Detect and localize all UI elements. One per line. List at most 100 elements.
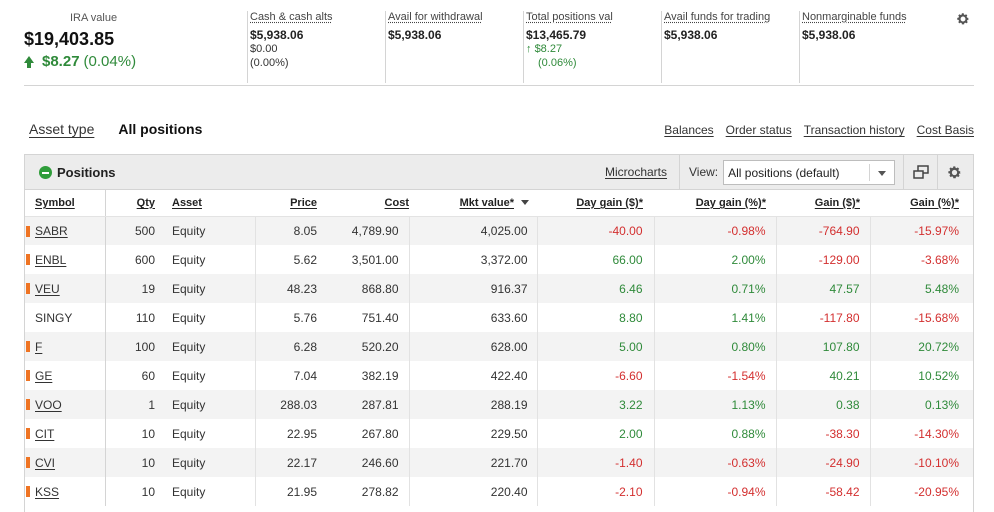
cell-day-gain: 3.22 (537, 390, 655, 419)
position-marker (26, 399, 30, 410)
col-qty[interactable]: Qty (105, 190, 155, 217)
symbol-link[interactable]: F (35, 339, 43, 354)
cell-cost: 751.40 (317, 303, 410, 332)
cell-day-gain-pct: -0.98% (654, 216, 777, 245)
transaction-history-link[interactable]: Transaction history (803, 123, 905, 137)
cell-symbol[interactable]: F (25, 332, 106, 361)
table-settings-button[interactable] (937, 155, 971, 189)
cell-symbol[interactable]: CVI (25, 448, 106, 477)
cell-day-gain: -40.00 (537, 216, 655, 245)
cell-symbol[interactable]: SABR (25, 216, 106, 245)
positions-panel: Positions Microcharts View: All position… (24, 154, 974, 512)
positions-title[interactable]: Positions (39, 165, 116, 180)
positions-header: Positions Microcharts View: All position… (25, 155, 973, 190)
table-row[interactable]: VOO 1 Equity 288.03 287.81 288.19 3.22 1.13% 0.3… (25, 390, 973, 419)
cell-mkt-value: 3,372.00 (409, 245, 538, 274)
col-price[interactable]: Price (255, 190, 317, 217)
cell-day-gain-pct: -0.94% (654, 477, 777, 506)
cost-basis-link[interactable]: Cost Basis (916, 123, 974, 137)
cell-cost: 520.20 (317, 332, 410, 361)
cell-gain: -117.80 (776, 303, 871, 332)
order-status-link[interactable]: Order status (725, 123, 792, 137)
cell-gain-pct: 0.13% (870, 390, 973, 419)
cell-qty: 100 (105, 332, 155, 361)
cell-cost: 3,501.00 (317, 245, 410, 274)
col-asset[interactable]: Asset (155, 190, 255, 217)
table-row[interactable]: CVI 10 Equity 22.17 246.60 221.70 -1.40 -0.63% -… (25, 448, 973, 477)
col-day-gain-pct[interactable]: Day gain (%)* (654, 190, 776, 217)
symbol-link[interactable]: SABR (35, 223, 68, 238)
cell-price: 48.23 (255, 274, 317, 303)
cell-day-gain-pct: 1.13% (654, 390, 777, 419)
view-select[interactable]: All positions (default) (723, 159, 896, 185)
cell-asset: Equity (155, 477, 256, 506)
cell-asset: Equity (155, 332, 256, 361)
ira-value-label: IRA value (70, 12, 118, 24)
tab-asset-type[interactable]: Asset type (29, 121, 95, 137)
symbol-link[interactable]: CVI (35, 455, 56, 470)
metric-cash-label[interactable]: Cash & cash alts (250, 11, 333, 23)
symbol-link[interactable]: ENBL (35, 252, 67, 267)
ira-value: $19,403.85 (24, 29, 115, 49)
popout-button[interactable] (903, 155, 937, 189)
cell-mkt-value: 633.60 (409, 303, 538, 332)
metric-avail-withdrawal-label[interactable]: Avail for withdrawal (388, 11, 483, 23)
ira-change: $8.27 (0.04%) (24, 53, 136, 70)
table-row[interactable]: GE 60 Equity 7.04 382.19 422.40 -6.60 -1.54% 40.… (25, 361, 973, 390)
col-mkt-value[interactable]: Mkt value* (409, 190, 537, 217)
cell-price: 288.03 (255, 390, 317, 419)
table-row[interactable]: KSS 10 Equity 21.95 278.82 220.40 -2.10 -0.94% -… (25, 477, 973, 506)
col-symbol[interactable]: Symbol (25, 190, 106, 217)
metric-total-positions-change-value: $8.27 (534, 43, 563, 55)
cell-mkt-value: 422.40 (409, 361, 538, 390)
cell-gain-pct: -14.30% (914, 426, 959, 441)
up-arrow-icon (24, 56, 34, 68)
cell-symbol[interactable]: KSS (25, 477, 106, 506)
col-gain[interactable]: Gain ($)* (776, 190, 870, 217)
cell-symbol[interactable]: SINGY (25, 303, 106, 332)
cell-gain-pct: -20.95% (914, 484, 959, 499)
table-row[interactable]: VEU 19 Equity 48.23 868.80 916.37 6.46 0.71% 47.… (25, 274, 973, 303)
cell-price: 21.95 (286, 484, 317, 499)
cell-gain: 0.38 (776, 390, 871, 419)
cell-gain-pct: -3.68% (920, 252, 959, 267)
position-marker (26, 225, 30, 237)
gear-icon[interactable] (956, 12, 970, 26)
table-row[interactable]: ENBL 600 Equity 5.62 3,501.00 3,372.00 66.00 2.… (25, 245, 973, 274)
table-row[interactable]: SINGY 110 Equity 5.76 751.40 633.60 8.80 1.41% -… (25, 303, 973, 332)
collapse-icon[interactable] (39, 166, 52, 179)
cell-symbol[interactable]: VEU (25, 274, 106, 303)
cell-mkt-value: 288.19 (409, 390, 538, 419)
col-gain-pct[interactable]: Gain (%)* (870, 190, 973, 217)
symbol-link[interactable]: VOO (35, 397, 62, 412)
cell-day-gain: 2.00 (537, 419, 655, 448)
cell-asset: Equity (155, 448, 256, 477)
col-cost[interactable]: Cost (317, 190, 409, 217)
metric-nonmarginable-label[interactable]: Nonmarginable funds (802, 11, 907, 23)
cell-symbol[interactable]: ENBL (25, 245, 106, 274)
metric-avail-trading-label[interactable]: Avail funds for trading (664, 11, 771, 23)
cell-symbol[interactable]: GE (25, 361, 106, 390)
cell-day-gain: 6.46 (537, 274, 655, 303)
symbol-link[interactable]: KSS (35, 484, 60, 499)
cell-symbol[interactable]: CIT (25, 419, 106, 448)
symbol-link[interactable]: CIT (35, 426, 55, 441)
cell-price: 5.62 (293, 252, 317, 267)
metric-total-positions-label[interactable]: Total positions val (526, 11, 613, 23)
tab-all-positions[interactable]: All positions (118, 121, 203, 137)
cell-qty: 110 (135, 310, 155, 325)
table-row[interactable]: SABR 500 Equity 8.05 4,789.90 4,025.00 -40.00-… (25, 216, 973, 245)
symbol-link[interactable]: GE (35, 368, 53, 383)
table-row[interactable]: F 100 Equity 6.28 520.20 628.00 5.00 0.80% 107.8… (25, 332, 973, 361)
metric-cash-value: $5,938.06 (250, 28, 304, 42)
cell-symbol[interactable]: VOO (25, 390, 106, 419)
account-summary: IRA value $19,403.85 $8.27 (0.04%) Cash … (24, 8, 974, 86)
cell-qty: 600 (134, 252, 155, 267)
col-day-gain[interactable]: Day gain ($)* (537, 190, 654, 217)
ira-change-pct: (0.04%) (83, 53, 137, 70)
symbol-link[interactable]: VEU (35, 281, 60, 296)
sort-desc-icon (521, 200, 529, 206)
table-row[interactable]: CIT 10 Equity 22.95 267.80 229.50 2.00 0.88% -38… (25, 419, 973, 448)
balances-link[interactable]: Balances (664, 123, 714, 137)
microcharts-link[interactable]: Microcharts (605, 165, 668, 179)
